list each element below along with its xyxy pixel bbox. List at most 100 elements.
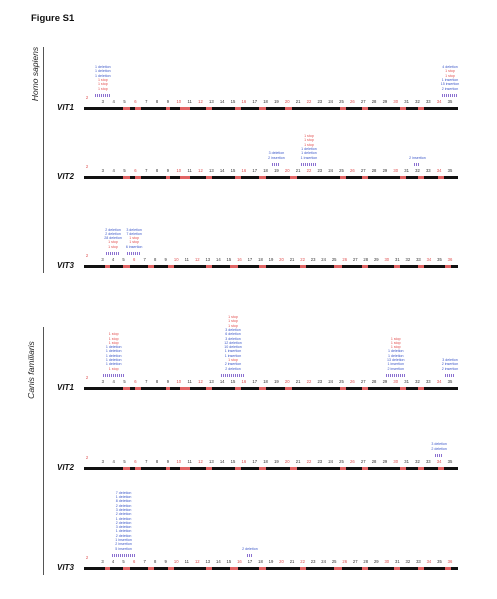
mutation-line: 1 stop: [390, 336, 401, 341]
exon-segment: [362, 567, 368, 570]
exon-number: 21: [295, 379, 301, 384]
mutation-line: 6 deletion: [225, 332, 241, 337]
exon-number: 28: [371, 168, 377, 173]
exon-number: 4: [112, 168, 115, 173]
mutation-line: 3 deletion: [442, 358, 458, 363]
mutation-line: 1 stop: [390, 345, 401, 350]
exon-number: 6: [134, 379, 137, 384]
mutation-line: 1 deletion: [115, 516, 132, 521]
exon-number: 10: [176, 99, 182, 104]
mutation-line: 1 stop: [445, 69, 455, 74]
gene-label: VIT3: [57, 261, 74, 270]
exon-segment: [180, 387, 190, 390]
exon-number: 18: [258, 559, 263, 564]
exon-number: 26: [350, 379, 355, 384]
exon-number: 23: [317, 168, 323, 173]
exon-segment: [135, 387, 141, 390]
mutation-line: 1 stop: [108, 332, 119, 337]
variant-ticks: [272, 163, 281, 166]
exon-segment: [235, 467, 241, 470]
exon-number: 35: [437, 257, 442, 262]
variant-ticks: [246, 554, 253, 557]
mutation-line: 1 stop: [304, 142, 314, 147]
exon-segment: [418, 107, 424, 110]
exon-number: 13: [205, 559, 211, 564]
exon-number: 14: [219, 379, 225, 384]
exon-number: 20: [284, 168, 290, 173]
mutation-annotation: 2 deletion 2 deletion 28 deletion 1 stop 1 s…: [104, 228, 122, 249]
exon-number: 35: [447, 459, 453, 464]
exon-number: 15: [226, 559, 232, 564]
mutation-line: 1 deletion: [95, 69, 111, 74]
exon-number: 10: [176, 459, 182, 464]
exon-number: 25: [331, 257, 337, 262]
exon-segment: [362, 387, 368, 390]
mutation-line: 2 deletion: [242, 546, 258, 551]
mutation-line: 2 insertion: [115, 542, 132, 547]
mutation-line: 1 deletion: [387, 349, 404, 354]
mutation-line: 4 deletion: [442, 65, 458, 70]
gene-bar: [84, 467, 458, 470]
exon-number: 27: [360, 379, 366, 384]
figure-title: Figure S1: [31, 13, 75, 24]
exon-number: 28: [371, 99, 377, 104]
exon-number: 5: [123, 459, 126, 464]
exon-number: 31: [404, 459, 409, 464]
exon-segment: [206, 387, 212, 390]
exon-segment: [418, 265, 424, 268]
exon-number: 29: [382, 459, 388, 464]
mutation-annotation: 7 deletion 1 deletion 8 deletion 2 deletion…: [115, 491, 132, 551]
exon-number: 11: [187, 379, 192, 384]
exon-number: 7: [145, 379, 148, 384]
exon-number: 9: [164, 257, 167, 262]
exon-number: 13: [208, 459, 214, 464]
exon-number: 23: [317, 459, 323, 464]
mutation-line: 1 stop: [108, 340, 119, 345]
exon-number: 31: [404, 379, 409, 384]
mutation-annotation: 1 stop 1 stop 1 stop 1 deletion 1 deletion 1 …: [301, 134, 318, 160]
mutation-line: 1 stop: [228, 315, 238, 320]
mutation-line: 1 stop: [97, 78, 108, 83]
exon-segment: [362, 467, 368, 470]
exon-number: 4: [111, 559, 115, 564]
exon-number: 8: [154, 559, 157, 564]
mutation-line: 7 deletion: [115, 490, 132, 495]
exon-number: 27: [360, 99, 366, 104]
exon-number: 22: [300, 559, 305, 564]
gene-label: VIT1: [57, 383, 74, 392]
exon-segment: [123, 265, 130, 268]
exon-number: 30: [393, 379, 399, 384]
mutation-line: 2 deletion: [115, 512, 132, 517]
exon-number: 19: [268, 559, 274, 564]
mutation-line: 1 insertion: [224, 349, 242, 354]
gene-bar: [84, 387, 458, 390]
exon-segment: [334, 265, 342, 268]
exon-segment: [362, 176, 368, 179]
exon-number: 6: [132, 257, 136, 262]
exon-number: 26: [350, 459, 355, 464]
exon-number: 15: [230, 168, 236, 173]
exon-number: 17: [252, 168, 258, 173]
mutation-annotation: 4 deletion 1 stop 1 stop 1 insertion 15 inse…: [441, 65, 460, 91]
exon-number: 21: [295, 99, 301, 104]
exon-number: 29: [382, 379, 388, 384]
exon-number: 10: [176, 379, 182, 384]
exon-segment: [148, 567, 154, 570]
exon-segment: [259, 176, 266, 179]
gene-bar: [84, 567, 458, 570]
exon-number: 6: [134, 459, 137, 464]
exon-number: 22: [306, 168, 312, 173]
exon-number: 9: [164, 559, 167, 564]
exon-number: 16: [241, 459, 247, 464]
exon-segment: [123, 176, 130, 179]
exon-segment: [340, 176, 346, 179]
exon-number: 10: [173, 257, 179, 262]
mutation-line: 3 deletion: [268, 151, 285, 156]
variant-ticks: [442, 94, 458, 97]
exon-number: 27: [352, 257, 358, 262]
mutation-line: 2 insertion: [441, 362, 459, 367]
exon-number: 17: [252, 379, 258, 384]
exon-segment: [259, 467, 266, 470]
exon-number: 21: [289, 257, 295, 262]
